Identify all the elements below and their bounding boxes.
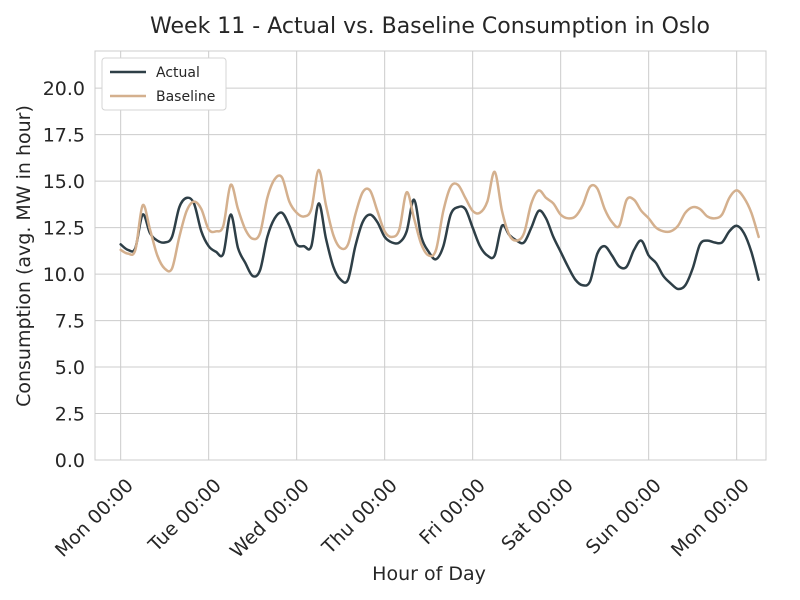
y-tick-label: 5.0 (55, 357, 85, 379)
y-axis-label: Consumption (avg. MW in hour) (13, 105, 35, 407)
chart-title: Week 11 - Actual vs. Baseline Consumptio… (150, 14, 710, 39)
y-tick-label: 2.5 (55, 404, 85, 426)
series-layer (119, 168, 760, 291)
legend: Actual Baseline (101, 57, 227, 111)
plot-frame (94, 50, 767, 461)
y-tick-label: 15.0 (43, 171, 85, 193)
legend-label-actual: Actual (156, 65, 200, 81)
y-tick-label: 17.5 (43, 125, 85, 147)
y-tick-label: 7.5 (55, 311, 85, 333)
y-tick-label: 20.0 (43, 78, 85, 100)
y-tick-labels: 0.0 2.5 5.0 7.5 10.0 12.5 15.0 17.5 20.0 (43, 78, 85, 472)
y-tick-label: 0.0 (55, 450, 85, 472)
x-axis-label: Hour of Day (372, 563, 486, 585)
series-line-baseline (119, 168, 760, 273)
y-tick-label: 10.0 (43, 264, 85, 286)
series-line-actual (119, 196, 760, 291)
legend-label-baseline: Baseline (156, 89, 215, 105)
y-tick-label: 12.5 (43, 218, 85, 240)
